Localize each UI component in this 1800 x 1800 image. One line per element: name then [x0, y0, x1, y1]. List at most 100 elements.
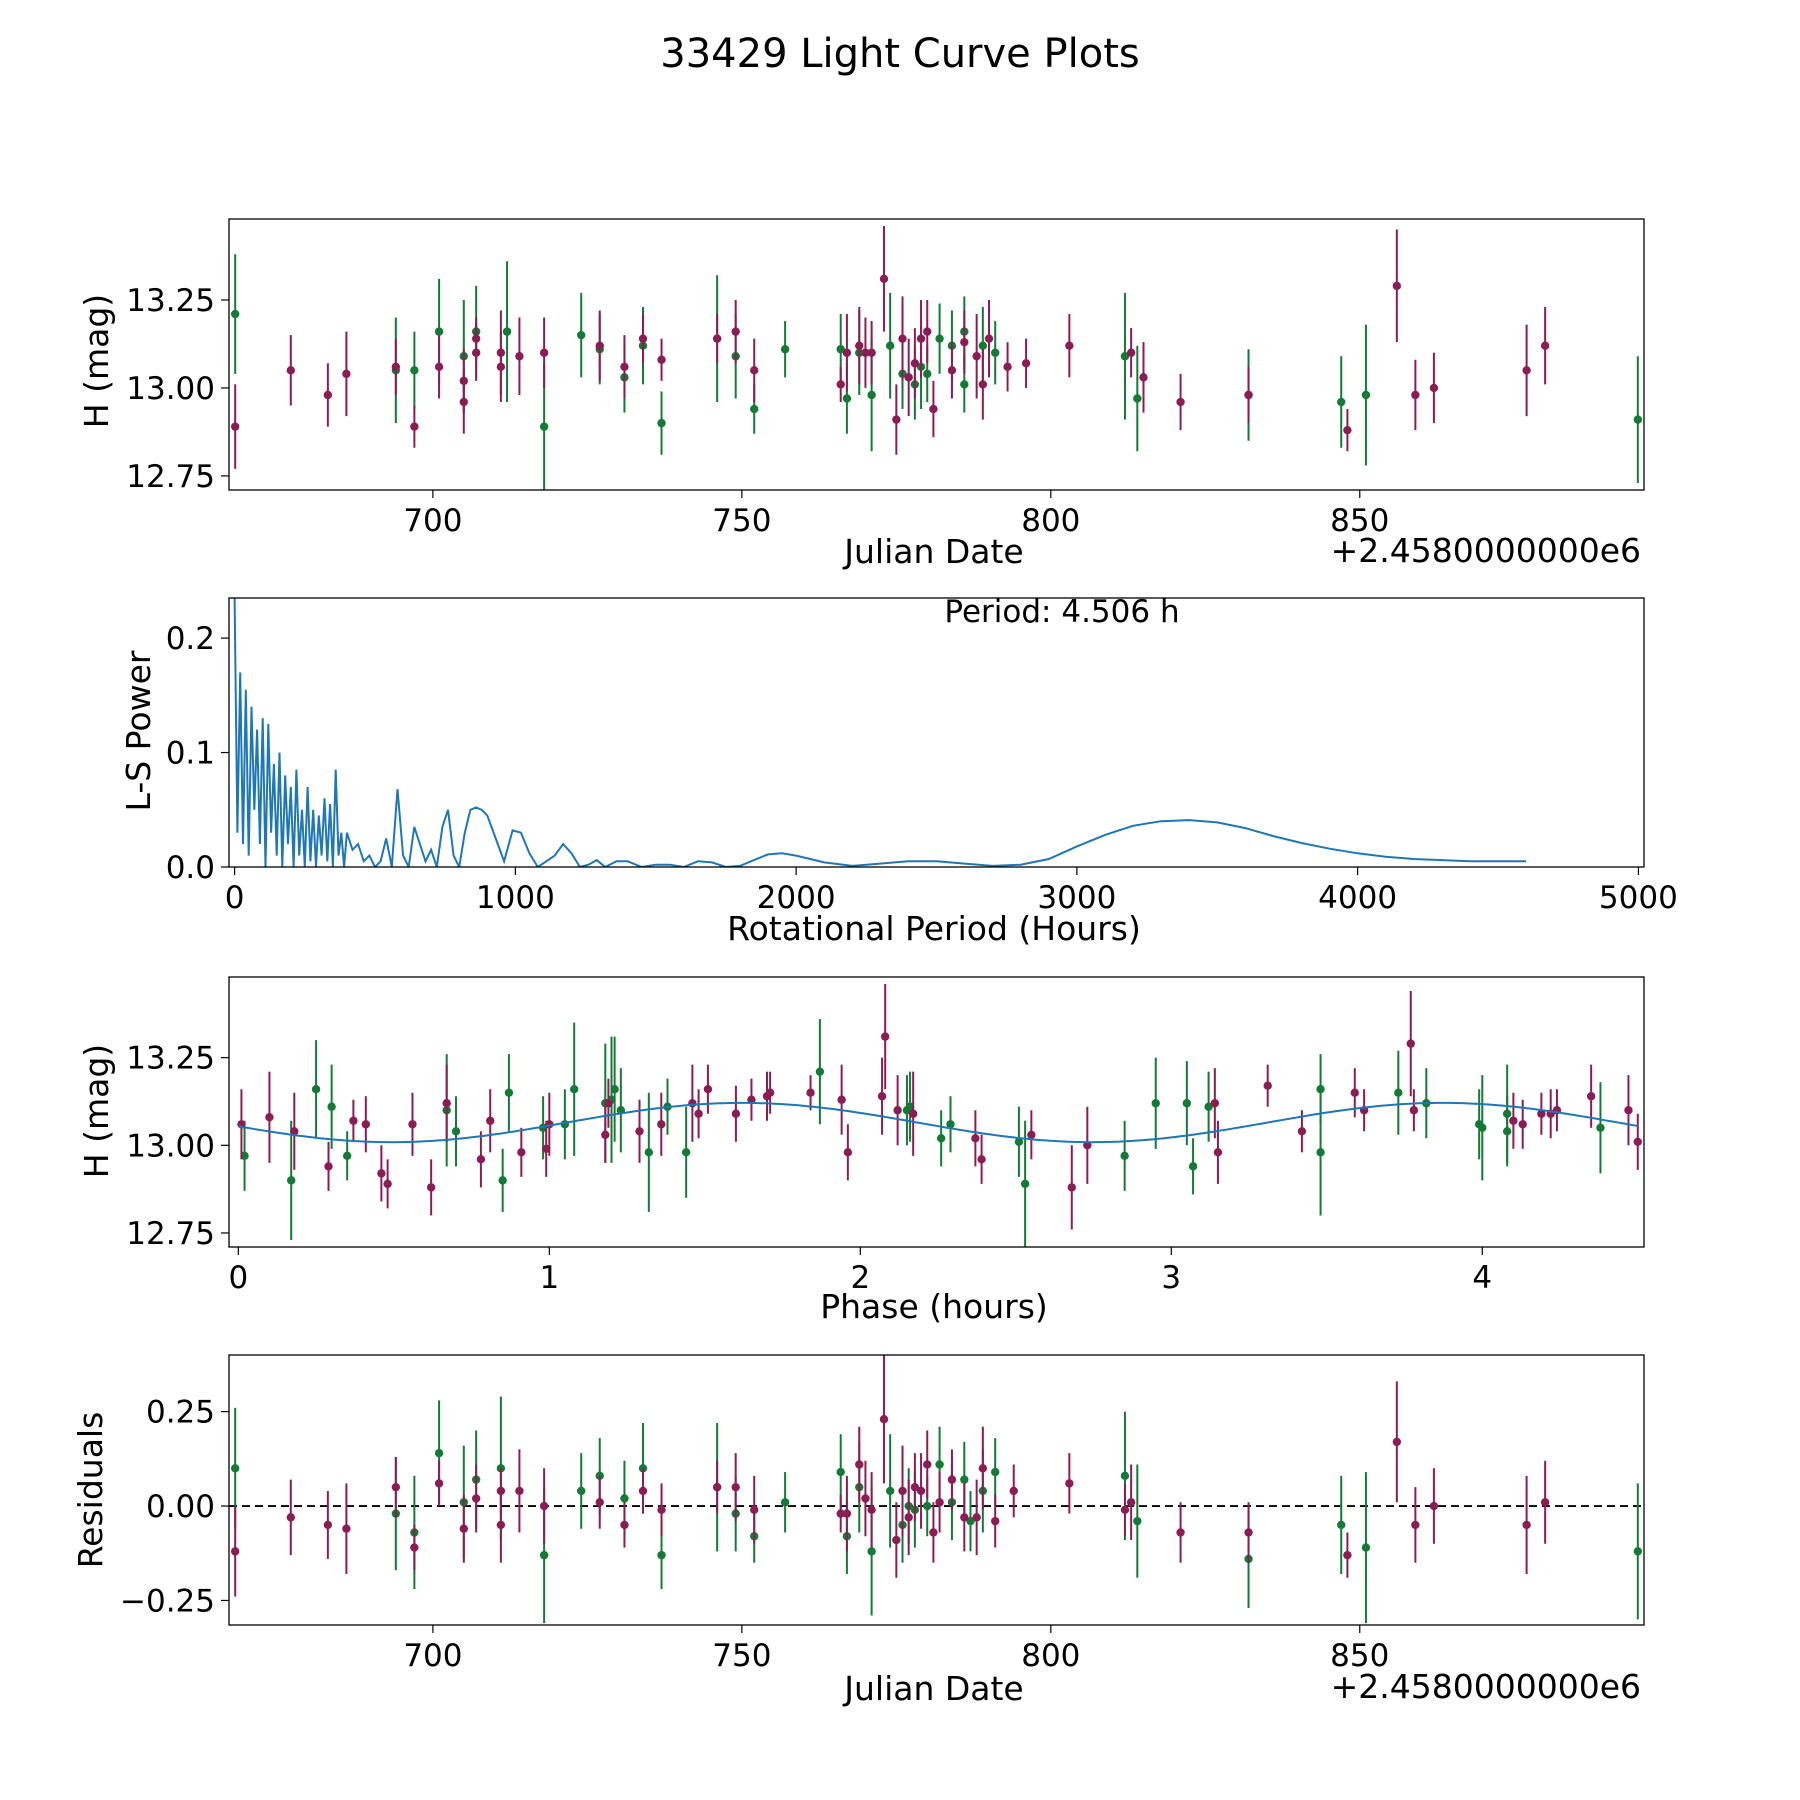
- data-point: [442, 1099, 451, 1108]
- data-point: [978, 341, 988, 350]
- series-r-band: [230, 226, 1550, 469]
- data-point: [1361, 390, 1371, 400]
- data-point: [1182, 1099, 1192, 1108]
- data-point: [539, 1501, 549, 1511]
- x-tick-label: 2000: [757, 880, 836, 916]
- data-point: [408, 1120, 417, 1129]
- data-point: [1244, 1528, 1253, 1537]
- data-point: [971, 1134, 980, 1143]
- data-point: [323, 390, 333, 400]
- y-tick-label: 13.00: [126, 371, 215, 407]
- data-point: [1429, 383, 1439, 393]
- data-point: [604, 1099, 613, 1108]
- data-point: [1151, 1099, 1160, 1108]
- plot-area-lightcurve: [230, 226, 1643, 490]
- data-point: [1021, 359, 1031, 368]
- data-point: [426, 1183, 436, 1192]
- residuals-xlabel: Julian Date: [842, 1669, 1024, 1708]
- data-point: [1596, 1123, 1605, 1132]
- data-point: [929, 404, 938, 414]
- x-tick-label: 850: [1330, 503, 1389, 539]
- data-point: [750, 1505, 759, 1515]
- x-tick-label: 0: [228, 1260, 248, 1296]
- x-tick-label: 2: [850, 1260, 870, 1296]
- series-g-band: [230, 1396, 1643, 1624]
- data-point: [978, 380, 988, 389]
- data-point: [1027, 1130, 1036, 1139]
- data-point: [620, 1520, 629, 1530]
- data-point: [892, 1535, 901, 1545]
- data-point: [410, 422, 419, 431]
- data-point: [1126, 348, 1136, 357]
- data-point: [1126, 1498, 1136, 1507]
- data-point: [383, 1179, 392, 1189]
- data-point: [327, 1102, 336, 1111]
- data-point: [991, 1467, 1000, 1477]
- y-tick-label: 0.25: [146, 1395, 215, 1431]
- data-point: [861, 1494, 870, 1503]
- data-point: [434, 1448, 444, 1458]
- y-tick-label: 13.00: [126, 1128, 215, 1164]
- data-point: [635, 1127, 644, 1136]
- data-point: [885, 1486, 895, 1496]
- plot-area-periodogram: [233, 598, 1527, 867]
- data-point: [1392, 1437, 1402, 1447]
- data-point: [517, 1148, 526, 1157]
- data-point: [731, 327, 740, 336]
- data-point: [1120, 1151, 1129, 1161]
- data-point: [515, 1486, 524, 1496]
- x-tick-label: 0: [225, 880, 245, 916]
- data-point: [240, 1151, 249, 1161]
- data-point: [1409, 1106, 1419, 1115]
- data-point: [879, 274, 889, 284]
- periodogram-ylabel: L-S Power: [119, 650, 158, 811]
- data-point: [984, 334, 994, 343]
- data-point: [923, 369, 932, 379]
- data-point: [960, 1513, 969, 1522]
- data-point: [910, 1482, 920, 1492]
- data-point: [459, 376, 469, 386]
- data-point: [601, 1130, 610, 1139]
- data-point: [867, 390, 876, 400]
- phased-curve-panel: H (mag) Phase (hours) 0 1 2 3 4 12.75 13.00 13.…: [77, 976, 1645, 1326]
- data-point: [842, 394, 852, 403]
- x-tick-label: 800: [1021, 1638, 1080, 1674]
- axes-frame: [228, 218, 1645, 491]
- data-point: [539, 1550, 549, 1560]
- data-point: [947, 1475, 957, 1484]
- periodogram-panel: L-S Power Rotational Period (Hours) Peri…: [119, 594, 1678, 948]
- data-point: [230, 1547, 240, 1556]
- data-point: [1188, 1162, 1198, 1171]
- data-point: [1429, 1501, 1439, 1511]
- periodogram-line: [233, 598, 1527, 867]
- residuals-ylabel: Residuals: [71, 1412, 110, 1569]
- data-point: [929, 1528, 938, 1537]
- data-point: [1244, 390, 1253, 400]
- data-point: [694, 1109, 703, 1118]
- data-point: [1394, 1088, 1403, 1097]
- data-point: [1020, 1179, 1030, 1189]
- x-tick-label: 3: [1161, 1260, 1181, 1296]
- data-point: [867, 1547, 876, 1556]
- y-tick-label: 13.25: [126, 1041, 215, 1077]
- data-point: [349, 1116, 358, 1125]
- data-point: [324, 1162, 333, 1171]
- data-point: [1213, 1148, 1223, 1157]
- data-point: [502, 327, 512, 336]
- data-point: [410, 366, 419, 375]
- period-annotation: Period: 4.506 h: [944, 594, 1179, 630]
- data-point: [434, 327, 444, 336]
- data-point: [1522, 1520, 1531, 1530]
- data-point: [657, 1120, 666, 1129]
- data-point: [644, 1148, 654, 1157]
- x-tick-label: 4000: [1318, 880, 1397, 916]
- x-tick-label: 5000: [1599, 880, 1678, 916]
- data-point: [750, 366, 759, 375]
- data-point: [1478, 1123, 1487, 1132]
- data-point: [1537, 1109, 1546, 1118]
- data-point: [1502, 1127, 1512, 1136]
- data-point: [935, 1460, 944, 1469]
- data-point: [731, 1482, 740, 1492]
- data-point: [620, 1494, 629, 1503]
- data-point: [815, 1067, 825, 1076]
